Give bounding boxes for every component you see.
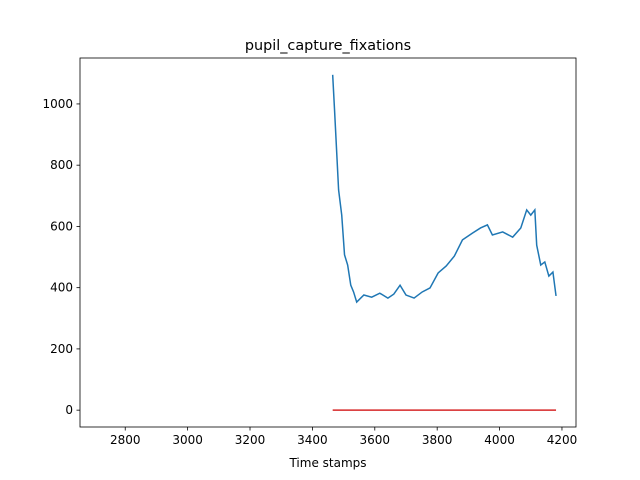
y-tick-label: 600 — [50, 219, 73, 233]
y-tick-label: 400 — [50, 281, 73, 295]
axes-frame — [79, 57, 577, 428]
series-line — [331, 74, 557, 304]
x-tick-label: 2800 — [110, 433, 141, 447]
y-tick-label: 200 — [50, 342, 73, 356]
x-tick-label: 3800 — [422, 433, 453, 447]
x-axis-label: Time stamps — [288, 456, 366, 470]
x-tick-label: 3000 — [172, 433, 203, 447]
x-tick-label: 4000 — [484, 433, 515, 447]
y-tick-label: 1000 — [42, 97, 73, 111]
x-tick-label: 3400 — [297, 433, 328, 447]
x-tick-label: 3200 — [235, 433, 266, 447]
y-tick-label: 0 — [65, 403, 73, 417]
x-tick-label: 3600 — [360, 433, 391, 447]
chart-title: pupil_capture_fixations — [245, 38, 411, 54]
y-tick-label: 800 — [50, 158, 73, 172]
x-tick-label: 4200 — [547, 433, 578, 447]
